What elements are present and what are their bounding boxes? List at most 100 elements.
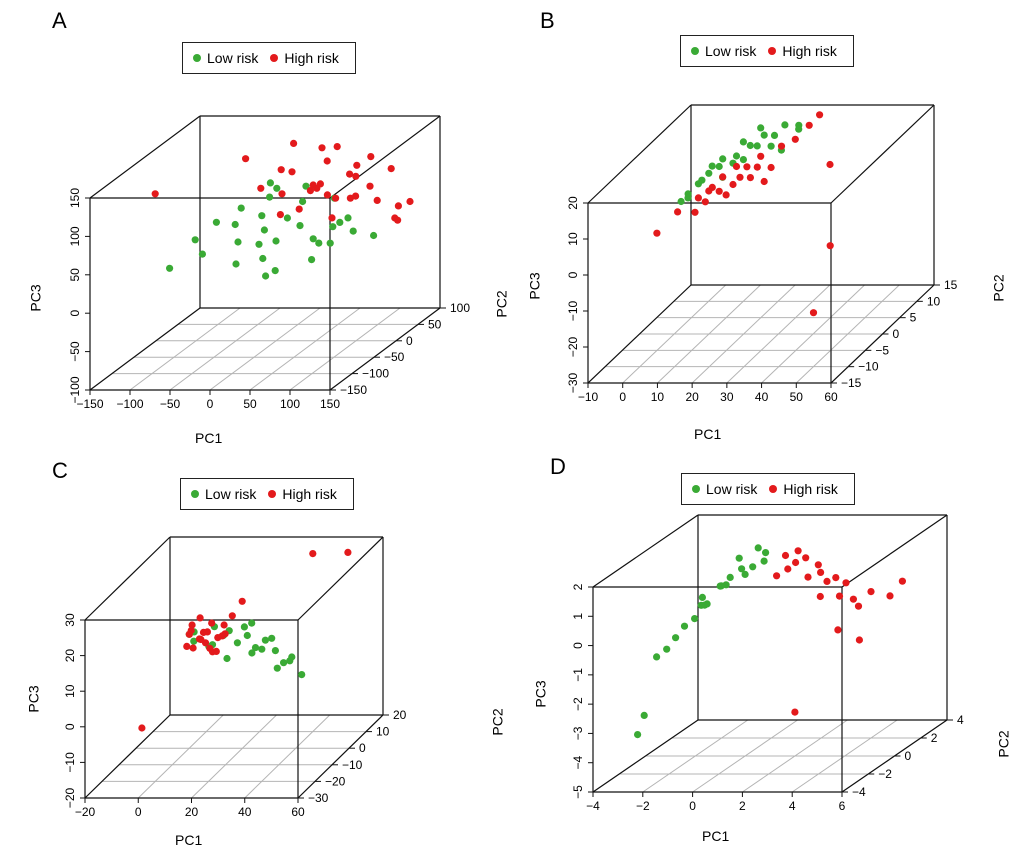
low-risk-point <box>268 634 276 642</box>
high-risk-point <box>757 152 765 160</box>
x-tick-label: −100 <box>116 397 143 411</box>
high-risk-point <box>391 214 399 222</box>
high-risk-point <box>791 708 799 716</box>
high-risk-point <box>228 612 236 620</box>
panel-d: D Low risk High risk −4 −2 0 2 4 6 −4 −2 0 2 4 −5 −4… <box>513 428 1026 855</box>
z-tick-label: −3 <box>571 726 585 740</box>
box-frame-edge <box>84 714 171 799</box>
low-risk-point <box>754 544 762 552</box>
high-risk-point <box>791 135 799 143</box>
low-risk-point <box>349 227 357 235</box>
x-tick-label: 10 <box>651 390 665 404</box>
y-tick-label: 5 <box>910 311 917 325</box>
y-tick-label: −15 <box>841 376 862 390</box>
low-risk-point <box>344 214 352 222</box>
low-risk-point <box>198 250 206 258</box>
high-risk-point <box>701 198 709 206</box>
legend-item-low: Low risk <box>691 43 756 59</box>
y-axis-title-d: PC2 <box>995 730 1012 758</box>
legend-item-high: High risk <box>768 43 837 59</box>
high-risk-point <box>367 153 375 161</box>
x-tick-label: 30 <box>720 390 734 404</box>
high-risk-point <box>746 174 754 182</box>
high-risk-point <box>309 550 317 558</box>
high-risk-point <box>352 192 360 200</box>
low-risk-point <box>273 664 281 672</box>
high-risk-dot-icon <box>268 490 277 498</box>
low-risk-point <box>715 162 723 171</box>
low-risk-point <box>296 222 304 230</box>
high-risk-point <box>278 190 286 198</box>
high-risk-dot-icon <box>768 47 777 55</box>
high-risk-dot-icon <box>769 485 778 493</box>
box-frame-edge <box>830 104 935 204</box>
low-risk-point <box>266 193 274 201</box>
z-tick-label: −30 <box>566 372 580 393</box>
x-tick-label: 40 <box>238 805 252 819</box>
high-risk-point <box>802 554 810 562</box>
high-risk-point <box>276 211 284 219</box>
low-risk-point <box>762 549 770 557</box>
high-risk-point <box>691 208 699 216</box>
high-risk-point <box>306 187 314 195</box>
y-axis-title-a: PC2 <box>493 290 510 318</box>
box-frame-edge <box>841 514 948 588</box>
x-tick-label: −150 <box>76 397 103 411</box>
y-tick-label: −4 <box>852 785 866 799</box>
x-tick-label: −4 <box>586 799 600 813</box>
high-risk-point <box>826 160 834 169</box>
box-frame-edge <box>89 115 201 199</box>
low-risk-point <box>694 180 702 188</box>
legend-item-low: Low risk <box>191 486 256 502</box>
high-risk-point <box>373 196 381 204</box>
low-risk-point <box>262 272 270 280</box>
low-risk-point <box>672 634 680 642</box>
low-risk-point <box>258 645 266 653</box>
y-tick-label: −20 <box>325 774 346 788</box>
low-risk-point <box>749 563 757 571</box>
legend-label-low: Low risk <box>207 50 259 66</box>
x-tick-label: 20 <box>685 390 699 404</box>
low-risk-point <box>258 212 266 220</box>
x-tick-label: 0 <box>619 390 626 404</box>
x-tick-label: 0 <box>207 397 214 411</box>
high-risk-point <box>832 574 840 582</box>
z-tick-label: 0 <box>571 642 585 649</box>
x-tick-label: −50 <box>160 397 181 411</box>
scatter3d-plot-b: −10 0 10 20 30 40 50 60−15−10−5051015−30−20−100… <box>566 104 958 404</box>
high-risk-point <box>323 157 331 165</box>
x-tick-label: 150 <box>320 397 340 411</box>
low-risk-point <box>719 155 727 163</box>
z-tick-label: −10 <box>566 300 580 321</box>
x-tick-label: −20 <box>75 805 96 819</box>
high-risk-point <box>344 548 352 556</box>
high-risk-point <box>220 621 228 629</box>
x-tick-label: 0 <box>689 799 696 813</box>
y-tick-label: 50 <box>428 317 442 331</box>
y-tick-label: −5 <box>875 343 889 357</box>
high-risk-point <box>277 166 285 174</box>
y-tick-label: 0 <box>359 741 366 755</box>
low-risk-point <box>741 570 749 578</box>
low-risk-point <box>243 631 251 640</box>
box-frame-edge <box>89 307 201 391</box>
high-risk-point <box>792 558 800 567</box>
z-tick-label: 50 <box>68 268 82 282</box>
z-tick-label: 30 <box>63 613 77 627</box>
z-tick-label: −10 <box>63 752 77 773</box>
z-tick-label: −4 <box>571 756 585 770</box>
x-tick-label: 40 <box>755 390 769 404</box>
high-risk-point <box>238 597 246 605</box>
low-risk-point <box>233 639 241 647</box>
high-risk-point <box>352 172 360 180</box>
floor-grid-line <box>209 307 321 391</box>
high-risk-point <box>898 577 906 585</box>
high-risk-point <box>855 636 863 644</box>
high-risk-point <box>295 205 303 213</box>
high-risk-point <box>823 577 831 585</box>
high-risk-point <box>208 648 217 656</box>
high-risk-point <box>189 644 197 652</box>
low-risk-point <box>190 637 198 645</box>
low-risk-point <box>684 194 692 202</box>
y-tick-label: 100 <box>450 301 470 315</box>
